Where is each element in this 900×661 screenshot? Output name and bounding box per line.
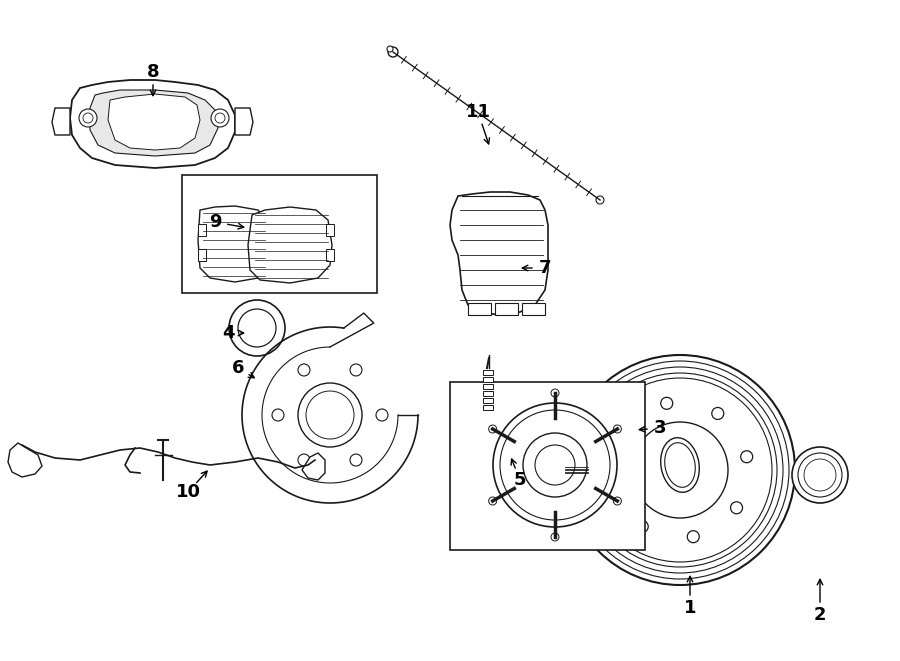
Text: 5: 5 bbox=[514, 471, 526, 489]
Polygon shape bbox=[450, 192, 548, 315]
Bar bbox=[483, 377, 493, 382]
Circle shape bbox=[614, 497, 621, 505]
Polygon shape bbox=[90, 90, 218, 156]
Circle shape bbox=[596, 196, 604, 204]
Bar bbox=[468, 303, 491, 315]
Bar bbox=[495, 303, 518, 315]
Text: 6: 6 bbox=[232, 359, 244, 377]
Bar bbox=[450, 382, 645, 550]
Polygon shape bbox=[248, 207, 332, 283]
Circle shape bbox=[211, 109, 229, 127]
Bar bbox=[198, 224, 206, 236]
Circle shape bbox=[614, 425, 621, 433]
Bar bbox=[522, 303, 545, 315]
Text: 10: 10 bbox=[176, 483, 201, 501]
Circle shape bbox=[489, 497, 497, 505]
Circle shape bbox=[792, 447, 848, 503]
Polygon shape bbox=[52, 108, 70, 135]
Text: 8: 8 bbox=[147, 63, 159, 81]
Ellipse shape bbox=[661, 438, 699, 492]
Bar bbox=[198, 249, 206, 261]
Polygon shape bbox=[108, 94, 200, 150]
Bar bbox=[326, 224, 334, 236]
Text: 3: 3 bbox=[653, 419, 666, 437]
Polygon shape bbox=[70, 80, 235, 168]
Bar bbox=[483, 405, 493, 410]
Circle shape bbox=[229, 300, 285, 356]
Polygon shape bbox=[302, 453, 325, 480]
Circle shape bbox=[388, 47, 398, 57]
Polygon shape bbox=[8, 443, 42, 477]
Circle shape bbox=[489, 425, 497, 433]
Bar bbox=[182, 175, 377, 293]
Polygon shape bbox=[198, 206, 270, 282]
Text: 4: 4 bbox=[221, 324, 234, 342]
Bar bbox=[483, 398, 493, 403]
Text: 1: 1 bbox=[684, 599, 697, 617]
Bar bbox=[483, 391, 493, 396]
Circle shape bbox=[551, 389, 559, 397]
Bar bbox=[326, 249, 334, 261]
Text: 11: 11 bbox=[465, 103, 491, 121]
Circle shape bbox=[551, 533, 559, 541]
Circle shape bbox=[387, 46, 393, 52]
Text: 7: 7 bbox=[539, 259, 551, 277]
Bar bbox=[483, 384, 493, 389]
Circle shape bbox=[79, 109, 97, 127]
Text: 9: 9 bbox=[209, 213, 221, 231]
Bar bbox=[483, 370, 493, 375]
Polygon shape bbox=[235, 108, 253, 135]
Text: 2: 2 bbox=[814, 606, 826, 624]
